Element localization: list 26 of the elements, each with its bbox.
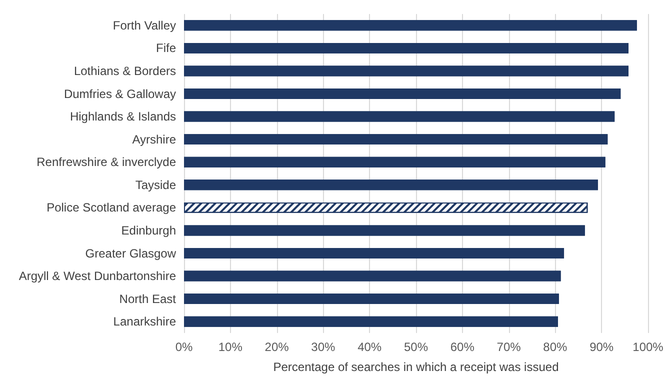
y-tick-label: Argyll & West Dunbartonshire	[18, 269, 176, 284]
x-axis-title: Percentage of searches in which a receipt was issued	[273, 360, 559, 374]
y-tick-label: Lothians & Borders	[74, 64, 176, 78]
x-tick-label: 60%	[450, 340, 475, 354]
x-tick-label: 40%	[358, 340, 382, 354]
y-tick-label: North East	[119, 292, 177, 306]
x-tick-label: 10%	[218, 340, 243, 354]
y-tick-label: Fife	[156, 41, 176, 56]
y-tick-label: Dumfries & Galloway	[64, 86, 176, 101]
y-tick-label: Greater Glasgow	[85, 246, 176, 260]
x-tick-label: 100%	[632, 340, 664, 354]
x-tick-label: 70%	[496, 340, 522, 354]
y-tick-label: Edinburgh	[121, 223, 176, 238]
y-tick-label: Lanarkshire	[113, 314, 176, 329]
y-tick-label: Tayside	[135, 178, 176, 192]
y-tick-label: Forth Valley	[112, 18, 176, 32]
x-tick-label: 50%	[404, 340, 428, 354]
y-tick-label: Highlands & Islands	[70, 110, 176, 124]
x-tick-label: 80%	[543, 340, 568, 354]
y-tick-label: Ayrshire	[132, 132, 176, 146]
y-tick-label: Renfrewshire & inverclyde	[36, 155, 176, 170]
x-tick-label: 30%	[311, 340, 336, 354]
x-tick-label: 20%	[264, 340, 290, 354]
x-tick-label: 0%	[175, 340, 193, 354]
x-tick-label: 90%	[590, 340, 614, 354]
y-tick-label: Police Scotland average	[46, 200, 176, 215]
